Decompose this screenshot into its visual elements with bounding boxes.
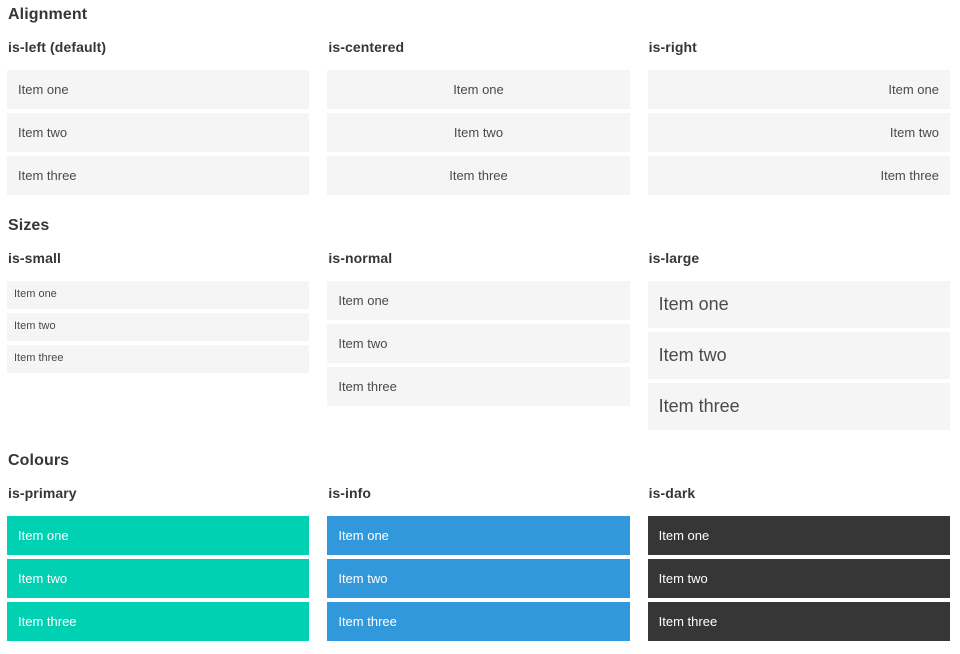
list-item[interactable]: Item two: [7, 312, 310, 341]
column-subtitle-is-normal: is-normal: [328, 250, 393, 267]
list-item[interactable]: Item two: [647, 558, 950, 598]
list-item[interactable]: Item three: [647, 155, 950, 195]
column-subtitle-is-centered: is-centered: [328, 39, 405, 56]
list-item[interactable]: Item three: [7, 601, 310, 641]
list-is-centered: Item one Item two Item three: [327, 69, 630, 195]
list-item[interactable]: Item one: [7, 280, 310, 309]
section-alignment: Alignment is-left (default) Item one Ite…: [7, 5, 950, 195]
list-is-large: Item one Item two Item three: [647, 280, 950, 430]
column-subtitle-is-left: is-left (default): [8, 39, 107, 56]
list-item[interactable]: Item three: [7, 344, 310, 373]
column-is-info: is-info Item one Item two Item three: [327, 485, 630, 641]
colours-columns-row: is-primary Item one Item two Item three …: [7, 485, 950, 641]
list-item[interactable]: Item three: [647, 601, 950, 641]
column-subtitle-is-small: is-small: [8, 250, 61, 267]
list-is-info: Item one Item two Item three: [327, 515, 630, 641]
column-subtitle-is-dark: is-dark: [648, 485, 696, 502]
list-item[interactable]: Item two: [327, 112, 630, 152]
section-title-sizes: Sizes: [8, 216, 50, 234]
column-is-normal: is-normal Item one Item two Item three: [327, 250, 630, 430]
list-item[interactable]: Item one: [327, 515, 630, 555]
sizes-columns-row: is-small Item one Item two Item three is…: [7, 250, 950, 430]
list-is-right: Item one Item two Item three: [647, 69, 950, 195]
list-item[interactable]: Item three: [647, 382, 950, 430]
column-is-right: is-right Item one Item two Item three: [647, 39, 950, 195]
list-item[interactable]: Item two: [327, 323, 630, 363]
list-item[interactable]: Item three: [327, 155, 630, 195]
section-title-alignment: Alignment: [8, 6, 88, 23]
section-title-colours: Colours: [8, 451, 70, 469]
list-item[interactable]: Item one: [647, 280, 950, 328]
column-is-left: is-left (default) Item one Item two Item…: [7, 39, 310, 195]
column-is-dark: is-dark Item one Item two Item three: [647, 485, 950, 641]
column-subtitle-is-primary: is-primary: [8, 485, 77, 502]
list-item[interactable]: Item one: [327, 280, 630, 320]
list-is-dark: Item one Item two Item three: [647, 515, 950, 641]
list-item[interactable]: Item two: [647, 112, 950, 152]
list-item[interactable]: Item two: [647, 331, 950, 379]
column-is-small: is-small Item one Item two Item three: [7, 250, 310, 430]
list-is-small: Item one Item two Item three: [7, 280, 310, 373]
column-is-primary: is-primary Item one Item two Item three: [7, 485, 310, 641]
section-sizes: Sizes is-small Item one Item two Item th…: [7, 216, 950, 430]
list-is-primary: Item one Item two Item three: [7, 515, 310, 641]
list-item[interactable]: Item two: [327, 558, 630, 598]
alignment-columns-row: is-left (default) Item one Item two Item…: [7, 39, 950, 195]
list-item[interactable]: Item one: [327, 69, 630, 109]
column-is-large: is-large Item one Item two Item three: [647, 250, 950, 430]
list-item[interactable]: Item one: [7, 515, 310, 555]
list-item[interactable]: Item three: [7, 155, 310, 195]
column-subtitle-is-info: is-info: [328, 485, 372, 502]
list-item[interactable]: Item one: [7, 69, 310, 109]
list-is-left: Item one Item two Item three: [7, 69, 310, 195]
column-subtitle-is-large: is-large: [648, 250, 700, 267]
column-subtitle-is-right: is-right: [648, 39, 697, 56]
list-item[interactable]: Item three: [327, 366, 630, 406]
list-item[interactable]: Item one: [647, 515, 950, 555]
list-item[interactable]: Item two: [7, 558, 310, 598]
list-item[interactable]: Item three: [327, 601, 630, 641]
section-colours: Colours is-primary Item one Item two Ite…: [7, 451, 950, 641]
list-is-normal: Item one Item two Item three: [327, 280, 630, 406]
column-is-centered: is-centered Item one Item two Item three: [327, 39, 630, 195]
list-item[interactable]: Item one: [647, 69, 950, 109]
list-item[interactable]: Item two: [7, 112, 310, 152]
